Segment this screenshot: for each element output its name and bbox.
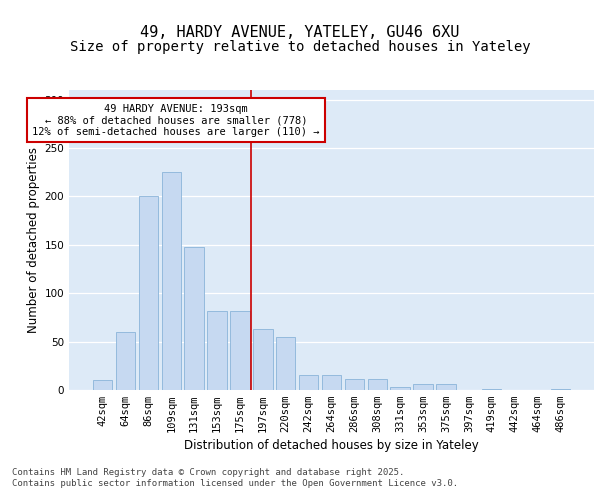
Bar: [208, 310, 227, 390]
Text: Contains HM Land Registry data © Crown copyright and database right 2025.
Contai: Contains HM Land Registry data © Crown c…: [12, 468, 458, 487]
Bar: [230, 310, 250, 390]
Bar: [368, 380, 387, 390]
Text: Size of property relative to detached houses in Yateley: Size of property relative to detached ho…: [70, 40, 530, 54]
Bar: [139, 196, 158, 390]
Bar: [482, 389, 502, 390]
Bar: [391, 387, 410, 390]
Bar: [116, 332, 135, 390]
Text: 49 HARDY AVENUE: 193sqm
← 88% of detached houses are smaller (778)
12% of semi-d: 49 HARDY AVENUE: 193sqm ← 88% of detache…: [32, 104, 320, 136]
Bar: [322, 374, 341, 390]
Bar: [161, 172, 181, 390]
Bar: [184, 247, 204, 390]
Bar: [253, 329, 272, 390]
Bar: [276, 337, 295, 390]
Bar: [93, 380, 112, 390]
Bar: [436, 384, 455, 390]
Y-axis label: Number of detached properties: Number of detached properties: [27, 147, 40, 333]
X-axis label: Distribution of detached houses by size in Yateley: Distribution of detached houses by size …: [184, 440, 479, 452]
Bar: [299, 374, 319, 390]
Bar: [344, 380, 364, 390]
Bar: [413, 384, 433, 390]
Text: 49, HARDY AVENUE, YATELEY, GU46 6XU: 49, HARDY AVENUE, YATELEY, GU46 6XU: [140, 25, 460, 40]
Bar: [551, 389, 570, 390]
